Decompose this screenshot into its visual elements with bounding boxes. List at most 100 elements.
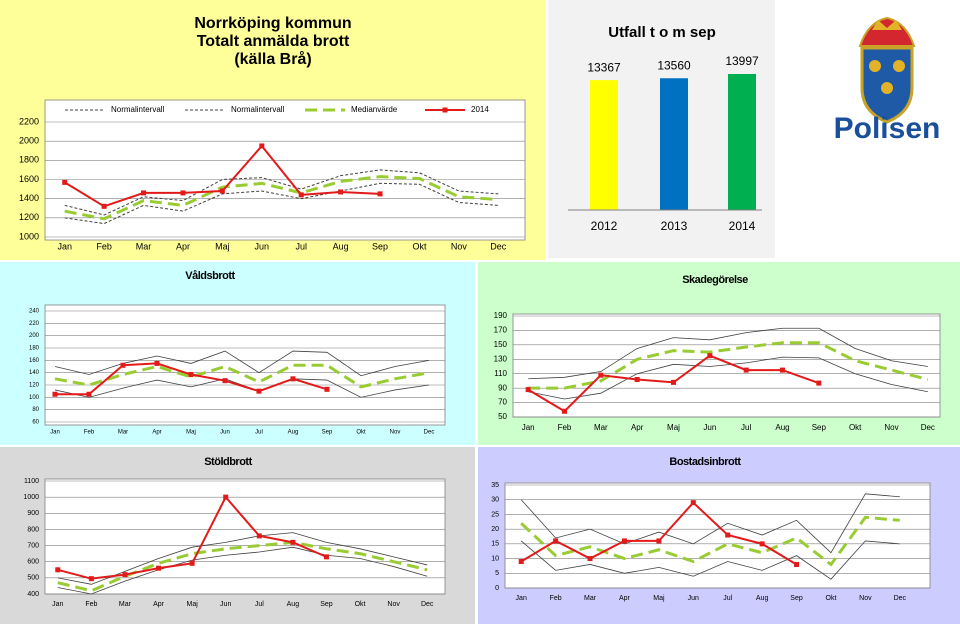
point (671, 379, 676, 385)
y-tick-label: 0 (495, 585, 499, 592)
chart-title: Norrköping kommun (194, 15, 351, 32)
x-tick-label: Mar (119, 601, 132, 608)
x-tick-label: Maj (215, 241, 230, 251)
y-tick-label: 1600 (19, 174, 39, 184)
series-line (528, 327, 928, 380)
y-tick-label: 1100 (24, 478, 39, 485)
x-tick-label: Jul (295, 241, 307, 251)
x-tick-label: Jul (741, 423, 751, 432)
x-tick-label: Jul (723, 595, 732, 602)
x-tick-label: Okt (356, 430, 366, 436)
y-tick-label: 5 (495, 570, 499, 577)
x-tick-label: Mar (594, 423, 608, 432)
y-tick-label: 120 (29, 383, 40, 389)
y-tick-label: 1000 (23, 494, 39, 501)
x-tick-label: Jul (255, 430, 263, 436)
y-tick-label: 400 (27, 591, 39, 598)
point (156, 565, 162, 571)
point (154, 360, 160, 366)
y-tick-label: 1800 (19, 155, 39, 165)
point (219, 188, 225, 194)
point (256, 533, 262, 539)
point (189, 560, 195, 566)
point (180, 190, 186, 196)
x-tick-label: Jun (688, 595, 699, 602)
point (759, 541, 765, 547)
y-tick-label: 500 (27, 575, 39, 582)
x-tick-label: Aug (287, 601, 300, 608)
x-tick-label: Feb (96, 241, 112, 251)
point (338, 189, 344, 195)
x-tick-label: Nov (884, 423, 898, 432)
point (290, 539, 296, 545)
point (725, 532, 731, 538)
x-tick-label: Okt (826, 595, 837, 602)
x-tick-label: Apr (619, 595, 631, 602)
x-tick-label: Mar (584, 595, 597, 602)
y-tick-label: 130 (494, 354, 508, 363)
bar (590, 80, 618, 211)
x-tick-label: 2014 (729, 219, 756, 233)
series-line (54, 363, 430, 389)
chart-title: Utfall t o m sep (608, 24, 716, 41)
x-tick-label: Jun (255, 241, 270, 251)
point (188, 372, 194, 378)
chart-title: (källa Brå) (234, 50, 311, 68)
y-tick-label: 220 (29, 321, 40, 327)
point (223, 494, 229, 500)
point (323, 554, 329, 560)
chart-title: Totalt anmälda brott (197, 33, 350, 50)
x-tick-label: Feb (85, 601, 97, 608)
y-tick-label: 90 (498, 383, 507, 392)
chart-title: Stöldbrott (204, 456, 252, 468)
x-tick-label: Sep (322, 430, 333, 436)
x-tick-label: Jan (522, 423, 535, 432)
y-tick-label: 190 (494, 311, 508, 320)
x-tick-label: Apr (631, 423, 644, 432)
x-tick-label: Aug (333, 241, 349, 251)
series-line (57, 532, 428, 585)
y-tick-label: 35 (491, 482, 499, 489)
y-tick-label: 10 (491, 555, 499, 562)
y-tick-label: 150 (494, 340, 508, 349)
point (55, 567, 61, 573)
series-line (528, 356, 928, 400)
series-line (528, 341, 929, 390)
x-tick-label: Okt (849, 423, 862, 432)
point (562, 408, 567, 414)
x-tick-label: Sep (320, 601, 333, 608)
y-tick-label: 110 (494, 369, 507, 378)
x-tick-label: Jul (255, 601, 264, 608)
x-tick-label: Mar (136, 241, 152, 251)
chart-title: Bostadsinbrott (669, 456, 741, 468)
x-tick-label: Feb (84, 430, 95, 436)
x-tick-label: Apr (152, 430, 161, 436)
chart-title: Skadegörelse (682, 274, 748, 286)
x-tick-label: Nov (451, 241, 468, 251)
point (256, 388, 262, 394)
x-tick-label: Aug (775, 423, 789, 432)
y-tick-label: 70 (498, 398, 507, 407)
series-line (57, 546, 428, 595)
value-label: 13367 (587, 60, 621, 74)
x-tick-label: Dec (921, 423, 935, 432)
series-line (54, 350, 430, 377)
point (222, 378, 228, 384)
legend-label: Medianvärde (351, 105, 398, 114)
series-line (64, 175, 499, 221)
y-tick-label: 1400 (19, 193, 39, 203)
legend-marker (442, 107, 448, 113)
x-tick-label: Feb (550, 595, 562, 602)
point (794, 561, 800, 567)
y-tick-label: 80 (32, 407, 39, 413)
x-tick-label: Jan (52, 601, 63, 608)
point (587, 556, 593, 562)
series-line (64, 182, 499, 225)
series-line (57, 540, 428, 593)
y-tick-label: 20 (491, 526, 499, 533)
x-tick-label: Nov (390, 430, 401, 436)
y-tick-label: 50 (498, 412, 507, 421)
point (656, 538, 662, 544)
point (780, 367, 785, 373)
